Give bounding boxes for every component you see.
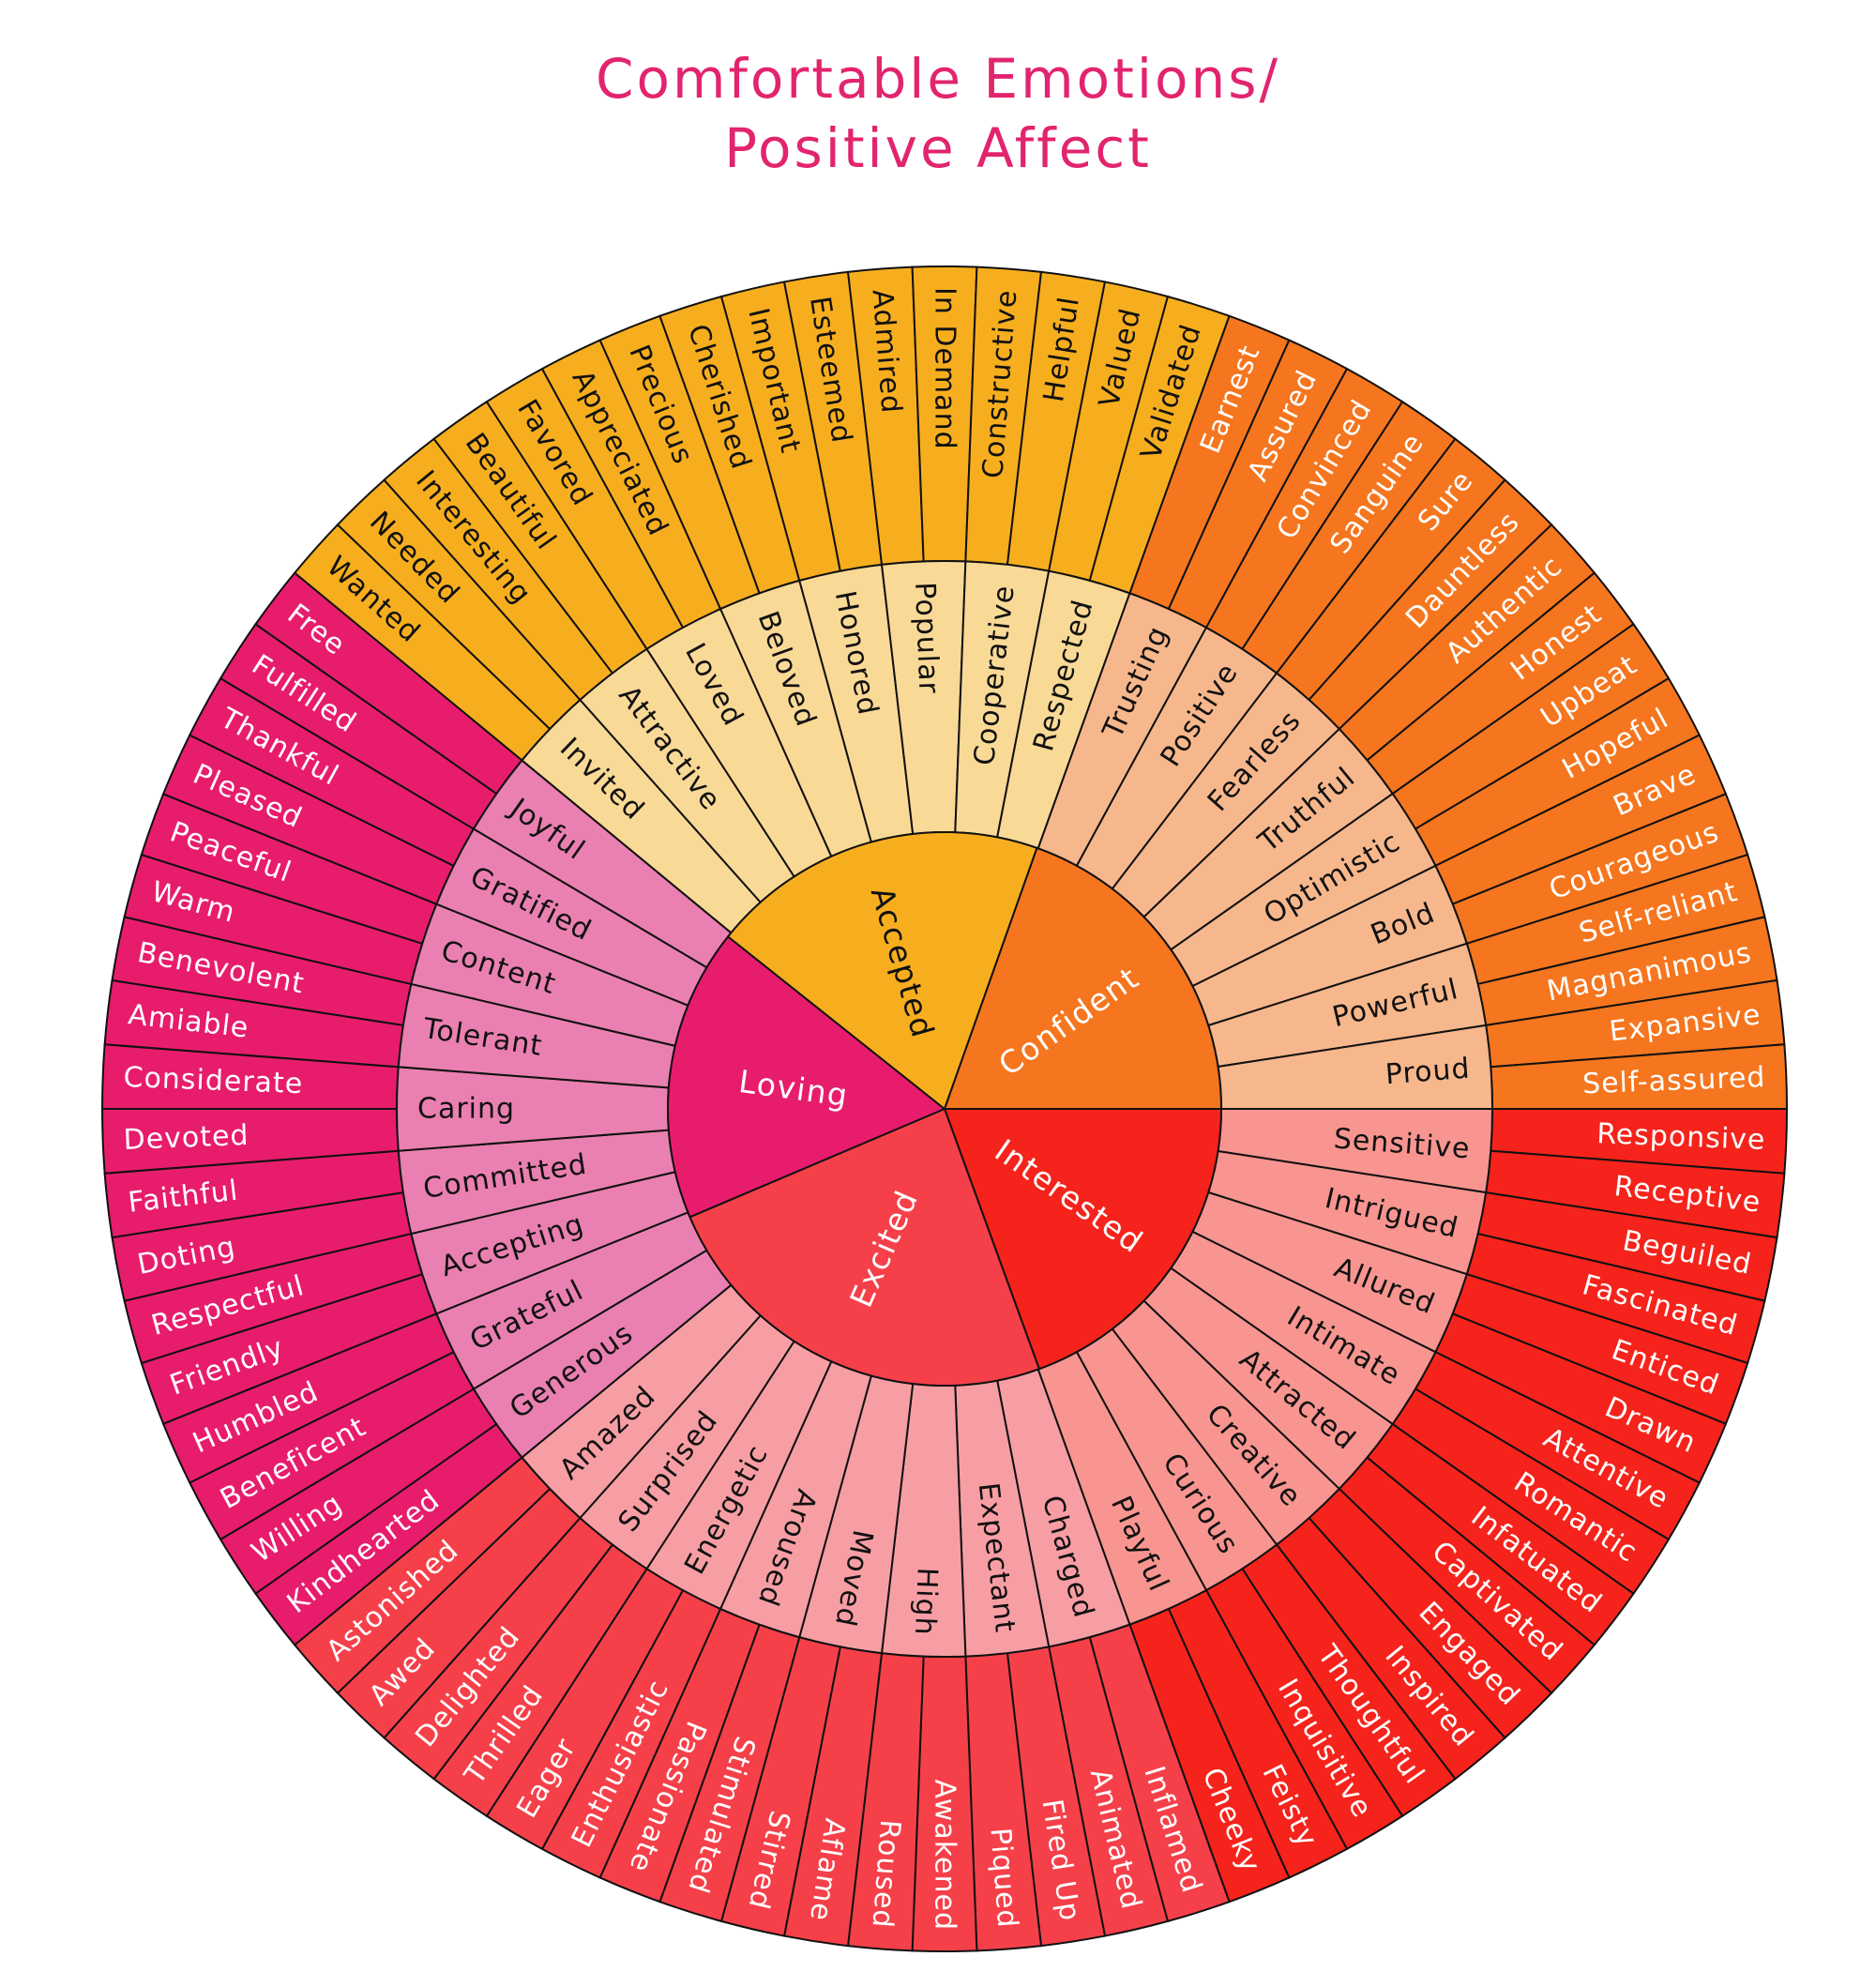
middle-label-accepted: Popular bbox=[908, 582, 946, 695]
outer-label-excited: Piqued bbox=[983, 1827, 1023, 1930]
middle-label-confident: Proud bbox=[1384, 1053, 1472, 1092]
outer-label-accepted: In Demand bbox=[929, 287, 961, 450]
outer-label-confident: Self-assured bbox=[1581, 1061, 1766, 1100]
outer-label-loving: Devoted bbox=[123, 1119, 250, 1157]
outer-label-excited: Awakened bbox=[929, 1779, 961, 1931]
middle-label-excited: High bbox=[908, 1567, 944, 1636]
title-line-2: Positive Affect bbox=[724, 116, 1152, 180]
inner-segment-excited bbox=[688, 1107, 1041, 1387]
inner-segment-loving bbox=[667, 934, 946, 1219]
inner-segment-confident bbox=[943, 846, 1223, 1110]
outer-label-loving: Considerate bbox=[123, 1061, 304, 1100]
wheel-rings: ResponsiveReceptiveBeguiledFascinatedEnt… bbox=[100, 265, 1789, 1952]
inner-segment-interested bbox=[943, 1108, 1223, 1371]
inner-segment-accepted bbox=[726, 831, 1038, 1111]
middle-label-loving: Caring bbox=[417, 1093, 515, 1126]
title-line-1: Comfortable Emotions/ bbox=[596, 47, 1280, 111]
outer-label-interested: Responsive bbox=[1596, 1117, 1766, 1157]
